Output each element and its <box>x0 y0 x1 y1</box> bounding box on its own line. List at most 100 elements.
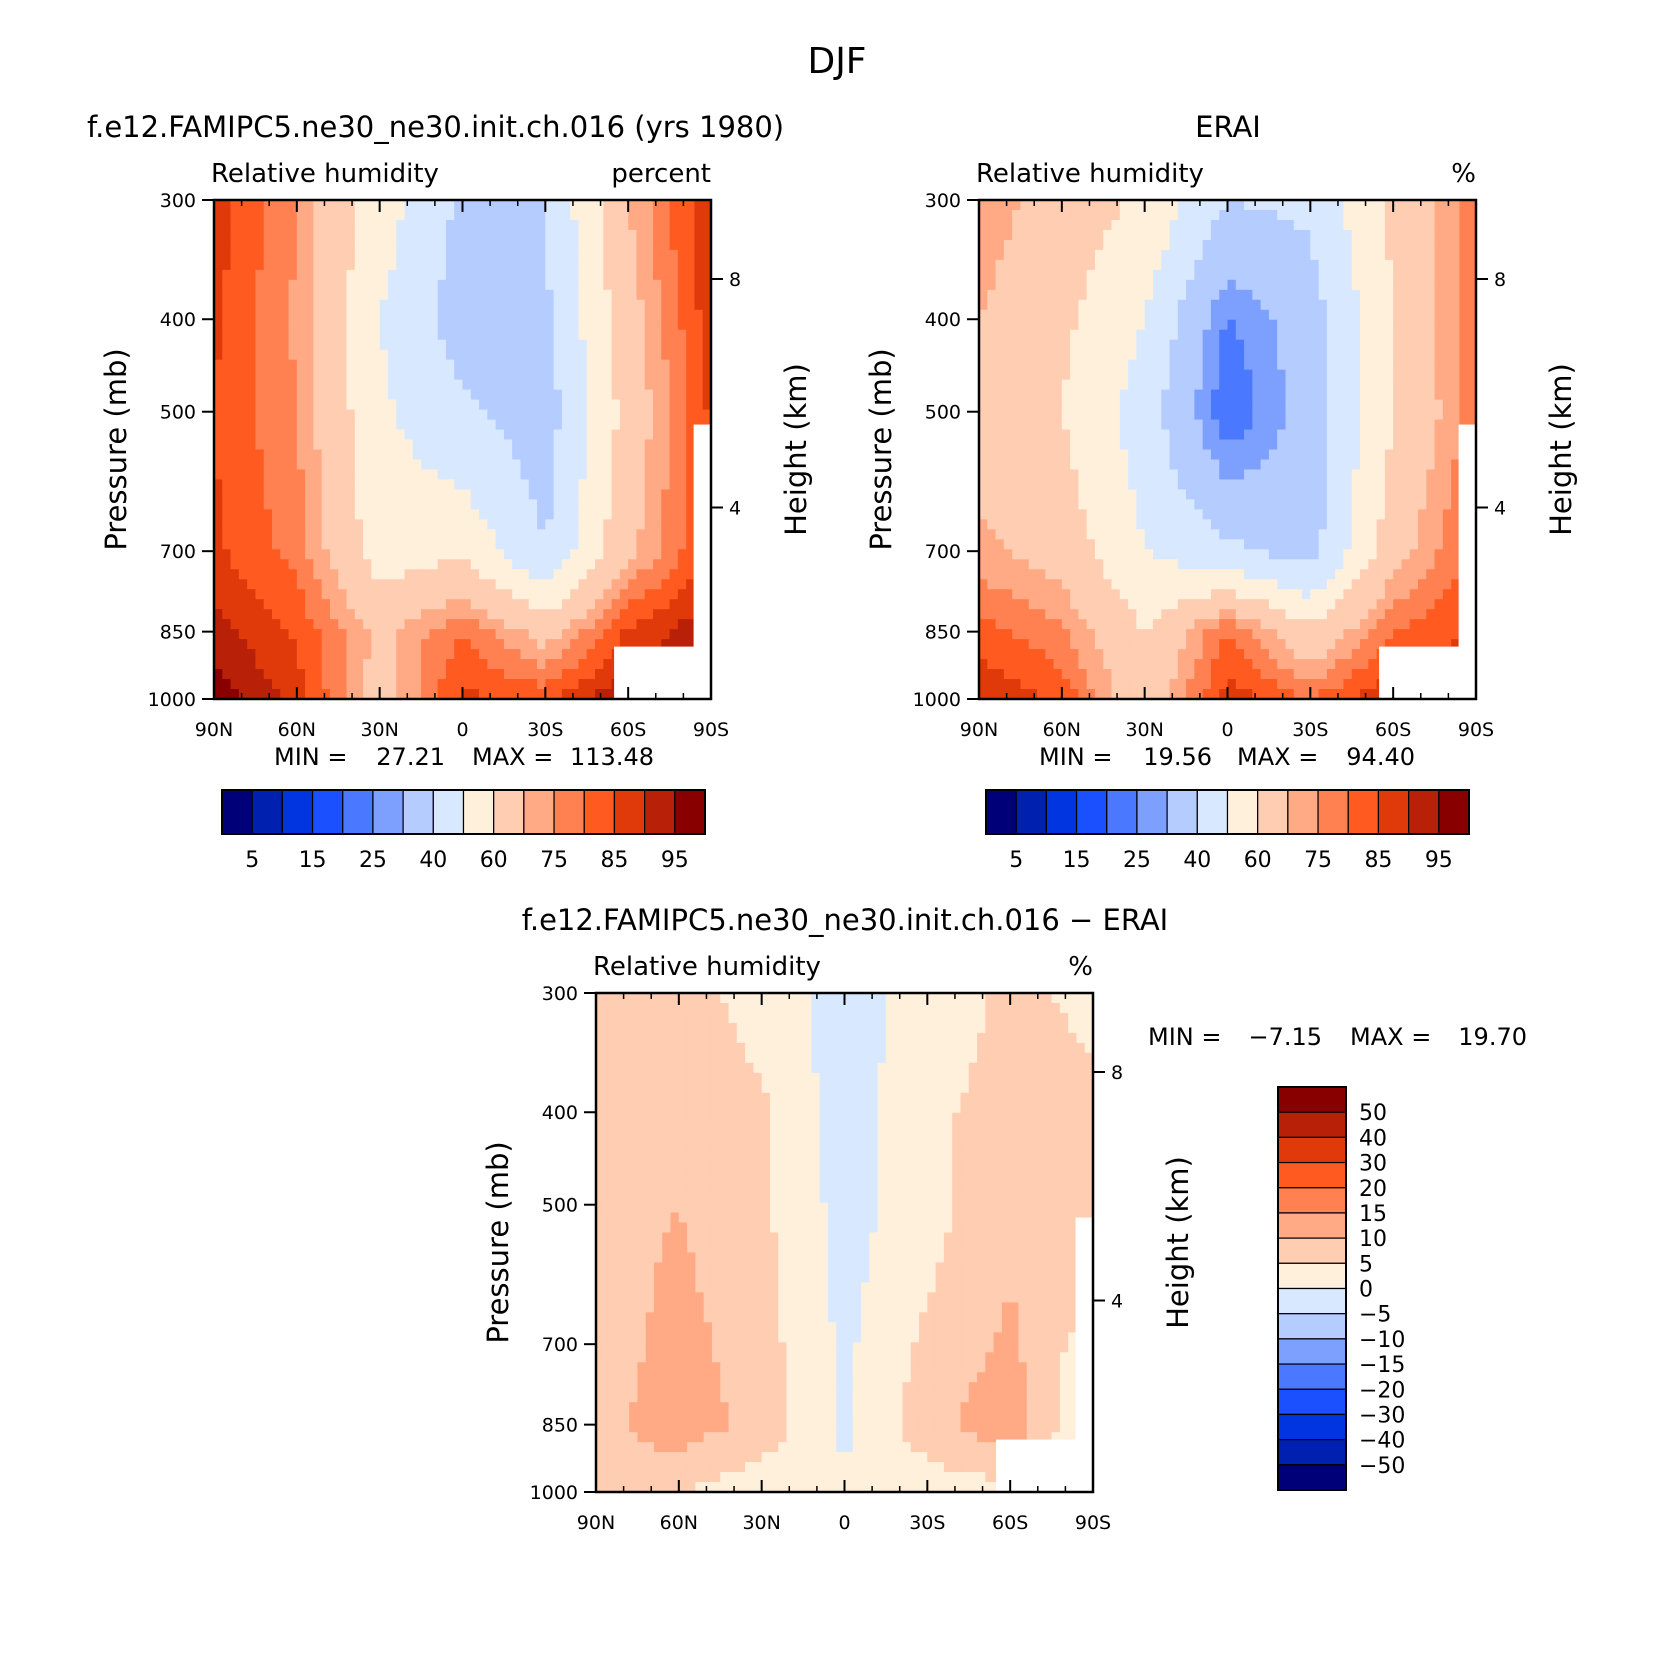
contour-cell <box>354 669 364 680</box>
contour-cell <box>379 409 389 421</box>
contour-cell <box>561 479 571 491</box>
contour-cell <box>379 469 389 481</box>
contour-cell <box>313 679 323 690</box>
contour-cell <box>595 599 604 610</box>
contour-cell <box>1210 279 1220 291</box>
contour-cell <box>263 529 273 540</box>
contour-cell <box>1227 349 1237 361</box>
contour-cell <box>528 379 538 391</box>
contour-cell <box>288 549 298 560</box>
contour-cell <box>263 200 273 211</box>
contour-cell <box>329 349 339 361</box>
contour-cell <box>396 499 406 510</box>
contour-cell <box>503 529 513 540</box>
contour-cell <box>1219 319 1229 331</box>
contour-cell <box>503 559 513 570</box>
contour-cell <box>412 249 422 261</box>
contour-cell <box>1302 329 1311 341</box>
contour-cell <box>429 329 439 341</box>
contour-cell <box>1459 409 1469 421</box>
contour-cell <box>528 609 538 620</box>
contour-cell <box>1418 429 1427 441</box>
contour-cell <box>296 200 306 211</box>
contour-cell <box>520 489 530 500</box>
contour-cell <box>396 589 406 600</box>
contour-cell <box>1136 379 1146 391</box>
y2-tick-label: 4 <box>729 498 741 520</box>
contour-cell <box>354 499 364 510</box>
contour-cell <box>1302 249 1311 261</box>
contour-cell <box>1310 209 1320 221</box>
contour-cell <box>570 549 580 560</box>
contour-cell <box>346 529 356 540</box>
contour-cell <box>1028 369 1038 381</box>
contour-cell <box>1335 449 1345 461</box>
contour-cell <box>296 639 306 650</box>
contour-cell <box>503 579 513 590</box>
contour-cell <box>1119 419 1129 431</box>
contour-cell <box>329 469 339 481</box>
contour-cell <box>979 219 988 231</box>
contour-cell <box>1028 289 1038 301</box>
contour-cell <box>1061 359 1071 371</box>
contour-cell <box>603 200 613 211</box>
contour-cell <box>354 399 364 411</box>
contour-cell <box>238 449 248 461</box>
contour-cell <box>1111 359 1121 371</box>
contour-cell <box>1277 459 1287 471</box>
contour-cell <box>288 649 298 660</box>
contour-cell <box>445 689 455 700</box>
contour-cell <box>1335 429 1345 441</box>
contour-cell <box>1020 269 1030 281</box>
contour-cell <box>1310 289 1320 301</box>
contour-cell <box>578 419 588 431</box>
contour-cell <box>528 599 538 610</box>
contour-cell <box>1210 200 1220 211</box>
contour-cell <box>222 229 232 241</box>
contour-cell <box>247 609 257 620</box>
contour-cell <box>1094 429 1104 441</box>
contour-cell <box>222 589 232 600</box>
contour-cell <box>1326 329 1336 341</box>
contour-cell <box>611 459 621 471</box>
contour-cell <box>445 359 455 371</box>
contour-cell <box>247 379 257 391</box>
contour-cell <box>288 579 298 590</box>
contour-cell <box>1144 449 1154 461</box>
contour-cell <box>595 239 604 251</box>
contour-cell <box>271 539 281 550</box>
contour-cell <box>214 309 223 321</box>
contour-cell <box>280 529 290 540</box>
contour-cell <box>528 439 538 451</box>
contour-cell <box>421 499 430 510</box>
contour-cell <box>421 409 430 421</box>
contour-cell <box>1252 299 1262 311</box>
contour-cell <box>1061 339 1071 351</box>
contour-cell <box>470 639 480 650</box>
contour-cell <box>570 459 580 471</box>
contour-cell <box>1045 389 1055 401</box>
contour-cell <box>445 599 455 610</box>
contour-cell <box>371 529 381 540</box>
contour-cell <box>1326 239 1336 251</box>
contour-cell <box>1061 299 1071 311</box>
contour-cell <box>387 289 397 301</box>
contour-cell <box>437 689 447 700</box>
contour-cell <box>1434 219 1444 231</box>
contour-cell <box>1368 259 1378 271</box>
contour-cell <box>1186 339 1195 351</box>
contour-cell <box>644 239 654 251</box>
contour-cell <box>1070 399 1079 411</box>
contour-cell <box>1186 259 1195 271</box>
contour-cell <box>1293 379 1303 391</box>
contour-cell <box>1451 349 1461 361</box>
contour-cell <box>653 389 662 401</box>
contour-cell <box>454 359 464 371</box>
contour-cell <box>1310 339 1320 351</box>
contour-cell <box>636 239 646 251</box>
contour-cell <box>1409 239 1419 251</box>
contour-cell <box>1036 209 1046 221</box>
contour-cell <box>1111 349 1121 361</box>
contour-cell <box>238 389 248 401</box>
contour-cell <box>979 329 988 341</box>
